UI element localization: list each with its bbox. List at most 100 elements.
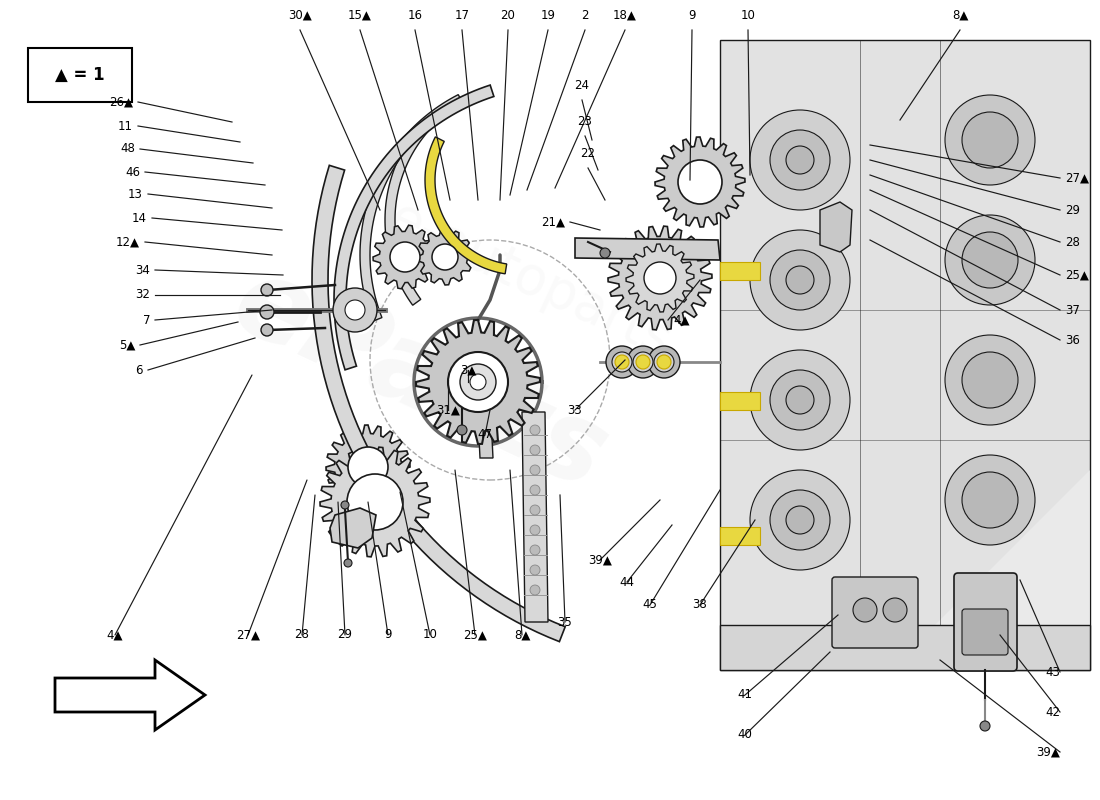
Circle shape [348, 447, 388, 487]
Circle shape [530, 545, 540, 555]
Circle shape [962, 352, 1018, 408]
Text: ▲ = 1: ▲ = 1 [55, 66, 104, 84]
Circle shape [945, 335, 1035, 425]
Text: 25▲: 25▲ [463, 629, 487, 642]
Text: 47: 47 [477, 429, 493, 442]
Text: 26▲: 26▲ [109, 95, 133, 109]
Text: eParts: eParts [217, 247, 624, 513]
Text: 12▲: 12▲ [116, 235, 140, 249]
Polygon shape [720, 40, 1090, 670]
Text: 28: 28 [1065, 235, 1080, 249]
Circle shape [530, 425, 540, 435]
Circle shape [945, 455, 1035, 545]
Text: 38: 38 [693, 598, 707, 611]
Circle shape [634, 252, 686, 304]
Polygon shape [334, 85, 494, 370]
Polygon shape [417, 229, 473, 285]
Polygon shape [626, 244, 694, 312]
Text: 9: 9 [384, 629, 392, 642]
Circle shape [612, 352, 632, 372]
Circle shape [654, 352, 674, 372]
Text: 8▲: 8▲ [514, 629, 530, 642]
Circle shape [786, 506, 814, 534]
Circle shape [648, 346, 680, 378]
Circle shape [261, 324, 273, 336]
Text: 46: 46 [125, 166, 140, 178]
Circle shape [456, 425, 468, 435]
Text: 4▲: 4▲ [673, 314, 690, 326]
Text: 9: 9 [689, 9, 695, 22]
Text: 5▲: 5▲ [119, 338, 135, 351]
Text: 4▲: 4▲ [107, 629, 123, 642]
Polygon shape [55, 660, 205, 730]
Polygon shape [720, 625, 1090, 670]
Circle shape [530, 525, 540, 535]
FancyBboxPatch shape [28, 48, 132, 102]
Polygon shape [720, 392, 760, 410]
Text: 17: 17 [454, 9, 470, 22]
Circle shape [460, 364, 496, 400]
Polygon shape [330, 508, 376, 548]
Circle shape [786, 266, 814, 294]
Polygon shape [477, 398, 493, 458]
Circle shape [678, 160, 722, 204]
Text: 48: 48 [120, 142, 135, 155]
Text: 23: 23 [578, 115, 593, 128]
Text: 35: 35 [558, 615, 572, 629]
Polygon shape [326, 425, 410, 509]
Circle shape [530, 585, 540, 595]
Polygon shape [820, 202, 852, 252]
Text: 27▲: 27▲ [1065, 171, 1089, 185]
Circle shape [530, 505, 540, 515]
Text: 43: 43 [1045, 666, 1060, 678]
Circle shape [636, 355, 650, 369]
Text: 37: 37 [1065, 303, 1080, 317]
Circle shape [962, 112, 1018, 168]
FancyBboxPatch shape [962, 609, 1008, 655]
Text: 24: 24 [574, 79, 590, 92]
Polygon shape [522, 412, 548, 622]
Text: 3▲: 3▲ [460, 363, 476, 377]
Circle shape [615, 355, 629, 369]
Circle shape [333, 288, 377, 332]
Text: 31▲: 31▲ [436, 403, 460, 417]
Circle shape [770, 130, 830, 190]
Polygon shape [575, 238, 721, 260]
Circle shape [345, 300, 365, 320]
Polygon shape [360, 94, 463, 322]
Circle shape [945, 215, 1035, 305]
Polygon shape [720, 470, 1090, 670]
FancyBboxPatch shape [832, 577, 918, 648]
Circle shape [786, 146, 814, 174]
Circle shape [470, 374, 486, 390]
Polygon shape [385, 108, 444, 306]
Text: 6: 6 [135, 363, 143, 377]
Text: 10: 10 [422, 629, 438, 642]
Circle shape [448, 352, 508, 412]
Text: 13: 13 [128, 187, 143, 201]
Text: 28: 28 [295, 629, 309, 642]
Circle shape [750, 350, 850, 450]
Circle shape [627, 346, 659, 378]
Text: 18▲: 18▲ [613, 9, 637, 22]
Text: 21▲: 21▲ [541, 215, 565, 229]
Text: 10: 10 [740, 9, 756, 22]
Text: 14: 14 [132, 211, 147, 225]
Circle shape [644, 262, 676, 294]
Circle shape [770, 370, 830, 430]
Circle shape [750, 230, 850, 330]
Circle shape [600, 248, 610, 258]
Text: 27▲: 27▲ [236, 629, 260, 642]
Circle shape [632, 352, 653, 372]
Circle shape [530, 565, 540, 575]
Circle shape [530, 445, 540, 455]
Polygon shape [320, 447, 430, 557]
Text: 15▲: 15▲ [348, 9, 372, 22]
Circle shape [530, 485, 540, 495]
Text: 40: 40 [738, 729, 752, 742]
Text: 39▲: 39▲ [588, 554, 612, 566]
Text: e-autoparts: e-autoparts [381, 192, 680, 368]
Circle shape [530, 465, 540, 475]
Circle shape [786, 386, 814, 414]
Text: 34: 34 [135, 263, 150, 277]
